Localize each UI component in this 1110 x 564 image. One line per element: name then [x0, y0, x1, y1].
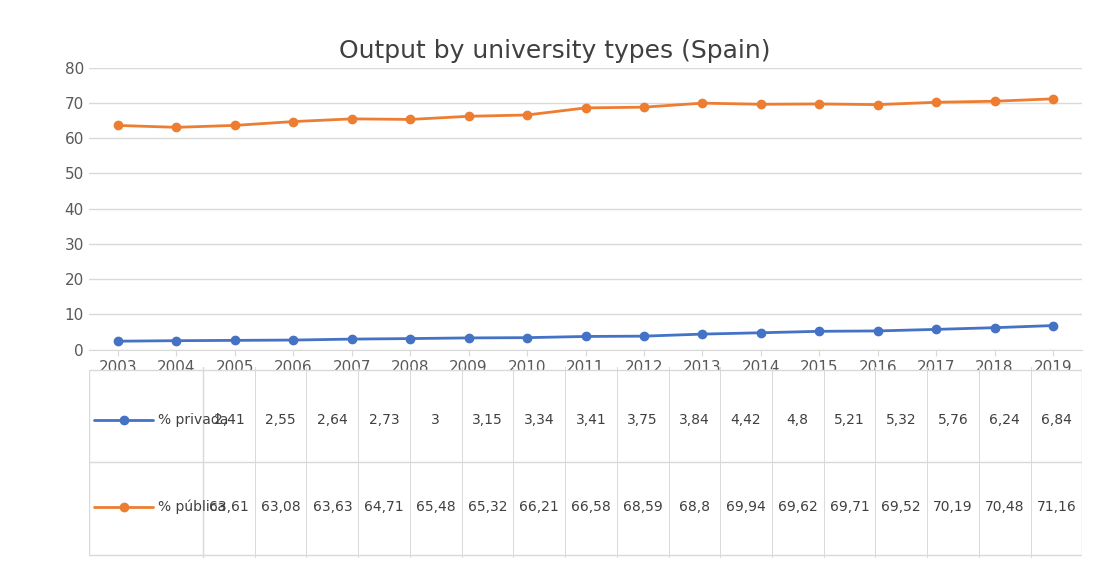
Text: 65,48: 65,48 [416, 500, 455, 514]
Text: 63,08: 63,08 [261, 500, 301, 514]
Text: 65,32: 65,32 [467, 500, 507, 514]
Text: 2,55: 2,55 [265, 413, 296, 428]
Text: 3,15: 3,15 [472, 413, 503, 428]
Text: 4,42: 4,42 [730, 413, 761, 428]
Text: 69,94: 69,94 [726, 500, 766, 514]
Text: 3,75: 3,75 [627, 413, 658, 428]
Text: 4,8: 4,8 [787, 413, 809, 428]
Text: 66,21: 66,21 [519, 500, 559, 514]
Text: 2,64: 2,64 [317, 413, 347, 428]
Text: 6,84: 6,84 [1041, 413, 1072, 428]
Text: 3,84: 3,84 [679, 413, 709, 428]
Text: 3,41: 3,41 [576, 413, 606, 428]
Text: 2,73: 2,73 [369, 413, 400, 428]
Text: 63,63: 63,63 [313, 500, 352, 514]
Text: 5,32: 5,32 [886, 413, 917, 428]
Text: 70,19: 70,19 [934, 500, 972, 514]
Text: 69,52: 69,52 [881, 500, 921, 514]
Text: Output by university types (Spain): Output by university types (Spain) [340, 39, 770, 64]
Text: 66,58: 66,58 [571, 500, 610, 514]
Text: 5,76: 5,76 [938, 413, 968, 428]
Text: 63,61: 63,61 [209, 500, 249, 514]
Text: 3: 3 [432, 413, 441, 428]
Text: 3,34: 3,34 [524, 413, 555, 428]
Text: 71,16: 71,16 [1037, 500, 1077, 514]
Text: 69,62: 69,62 [778, 500, 818, 514]
FancyBboxPatch shape [89, 371, 1082, 554]
Text: % privada: % privada [159, 413, 229, 428]
Text: 68,59: 68,59 [623, 500, 663, 514]
Text: 69,71: 69,71 [829, 500, 869, 514]
Text: 6,24: 6,24 [989, 413, 1020, 428]
Text: 2,41: 2,41 [213, 413, 244, 428]
Text: 70,48: 70,48 [985, 500, 1025, 514]
Text: % pública: % pública [159, 499, 226, 514]
Text: 5,21: 5,21 [834, 413, 865, 428]
Text: 68,8: 68,8 [679, 500, 710, 514]
Text: 64,71: 64,71 [364, 500, 404, 514]
